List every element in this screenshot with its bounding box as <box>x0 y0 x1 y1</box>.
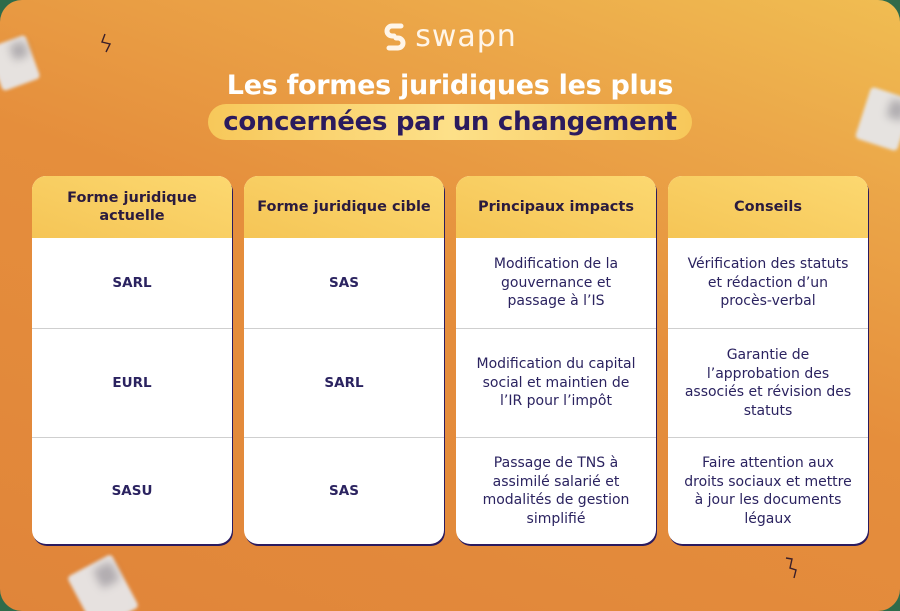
table-cell: Modification de la gouvernance et passag… <box>493 256 619 310</box>
table-cell: SARL <box>112 274 152 291</box>
column-forme-cible: Forme juridique cible SAS SARL SAS <box>244 176 444 544</box>
swapn-logo-icon <box>384 23 406 51</box>
page-title-line2: concernées par un changement <box>223 107 677 137</box>
table-cell: Garantie de l’approbation des associés e… <box>668 328 868 437</box>
page-title-line1: Les formes juridiques les plus <box>226 70 674 101</box>
table-cell: SAS <box>244 437 444 544</box>
paper-decoration-icon <box>66 553 140 611</box>
table-cell: Modification du capital social et mainti… <box>456 328 656 437</box>
table-cell: SAS <box>329 274 359 291</box>
zigzag-decoration-icon <box>101 33 112 53</box>
column-principaux-impacts: Principaux impacts Modification de la go… <box>456 176 656 544</box>
column-header: Forme juridique actuelle <box>32 176 232 238</box>
column-forme-actuelle: Forme juridique actuelle SARL EURL SASU <box>32 176 232 544</box>
brand-logo: swapn <box>0 22 900 52</box>
column-header: Principaux impacts <box>456 176 656 238</box>
brand-name: swapn <box>415 19 517 54</box>
column-header: Conseils <box>668 176 868 238</box>
zigzag-decoration-icon <box>785 557 797 579</box>
column-header: Forme juridique cible <box>244 176 444 238</box>
table-cell: Faire attention aux droits sociaux et me… <box>668 437 868 544</box>
comparison-table: Forme juridique actuelle SARL EURL SASU … <box>32 176 868 544</box>
table-cell: EURL <box>32 328 232 437</box>
column-conseils: Conseils Vérification des statuts et réd… <box>668 176 868 544</box>
table-cell: SASU <box>32 437 232 544</box>
title-highlight-pill: concernées par un changement <box>208 104 692 140</box>
table-cell: Passage de TNS à assimilé salarié et mod… <box>456 437 656 544</box>
table-cell: Vérification des statuts et rédaction d’… <box>687 256 849 310</box>
table-cell: SARL <box>244 328 444 437</box>
